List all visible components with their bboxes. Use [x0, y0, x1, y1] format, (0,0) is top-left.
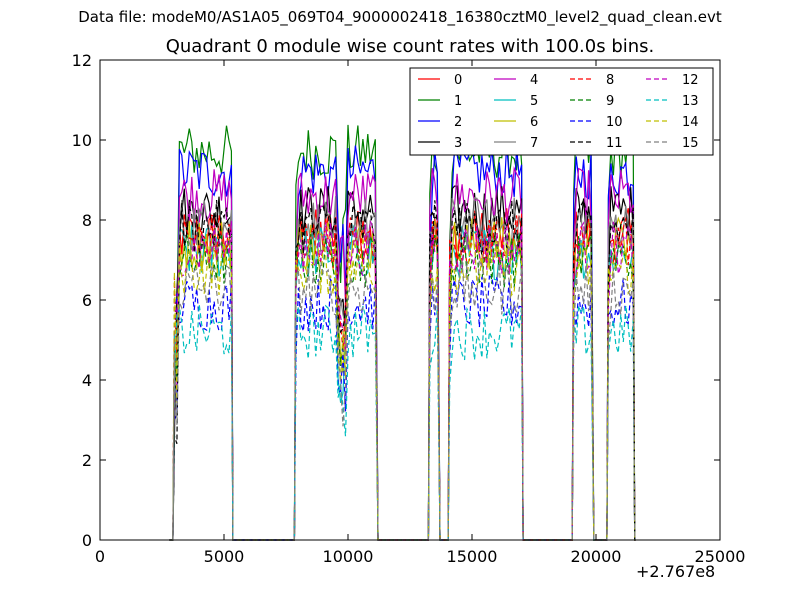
- legend-label-8: 8: [606, 73, 614, 88]
- legend-label-1: 1: [454, 94, 462, 109]
- x-tick-label: 0: [95, 547, 105, 566]
- y-tick-label: 4: [82, 371, 92, 390]
- series-line-15: [169, 259, 636, 541]
- y-tick-label: 10: [72, 131, 92, 150]
- series-line-1: [169, 124, 636, 541]
- legend-label-12: 12: [682, 73, 699, 88]
- series-line-14: [169, 240, 636, 541]
- series-line-13: [169, 304, 636, 541]
- series-line-10: [169, 275, 636, 541]
- series-line-5: [169, 223, 636, 541]
- x-tick-label: 10000: [323, 547, 374, 566]
- x-tick-label: 25000: [695, 547, 746, 566]
- y-tick-label: 2: [82, 451, 92, 470]
- series-line-0: [169, 208, 636, 541]
- legend-label-7: 7: [530, 136, 538, 151]
- legend-box: [409, 67, 714, 156]
- legend-label-14: 14: [682, 115, 699, 130]
- series-line-2: [169, 144, 636, 541]
- legend-label-9: 9: [606, 94, 614, 109]
- y-tick-label: 12: [72, 51, 92, 70]
- chart-title: Quadrant 0 module wise count rates with …: [165, 36, 655, 57]
- y-tick-label: 6: [82, 291, 92, 310]
- legend-label-3: 3: [454, 136, 462, 151]
- series-line-12: [169, 220, 636, 541]
- legend-label-15: 15: [682, 136, 699, 151]
- legend-label-10: 10: [606, 115, 623, 130]
- y-tick-label: 8: [82, 211, 92, 230]
- series-line-6: [169, 216, 636, 541]
- series-line-3: [169, 185, 636, 541]
- series-line-7: [169, 196, 636, 541]
- legend-label-2: 2: [454, 115, 462, 130]
- series-line-11: [169, 198, 636, 541]
- series-line-9: [169, 233, 636, 541]
- legend-label-4: 4: [530, 73, 538, 88]
- series-lines: [169, 124, 636, 541]
- legend-label-5: 5: [530, 94, 538, 109]
- file-name-title: Data file: modeM0/AS1A05_069T04_90000024…: [78, 8, 722, 26]
- series-line-4: [169, 166, 636, 541]
- x-tick-label: 20000: [571, 547, 622, 566]
- legend-label-0: 0: [454, 73, 462, 88]
- legend-label-13: 13: [682, 94, 699, 109]
- x-tick-label: 5000: [204, 547, 245, 566]
- y-tick-label: 0: [82, 531, 92, 550]
- legend-label-6: 6: [530, 115, 538, 130]
- x-tick-label: 15000: [447, 547, 498, 566]
- series-line-8: [169, 213, 636, 541]
- x-axis-offset-label: +2.767e8: [636, 562, 716, 581]
- legend-label-11: 11: [606, 136, 623, 151]
